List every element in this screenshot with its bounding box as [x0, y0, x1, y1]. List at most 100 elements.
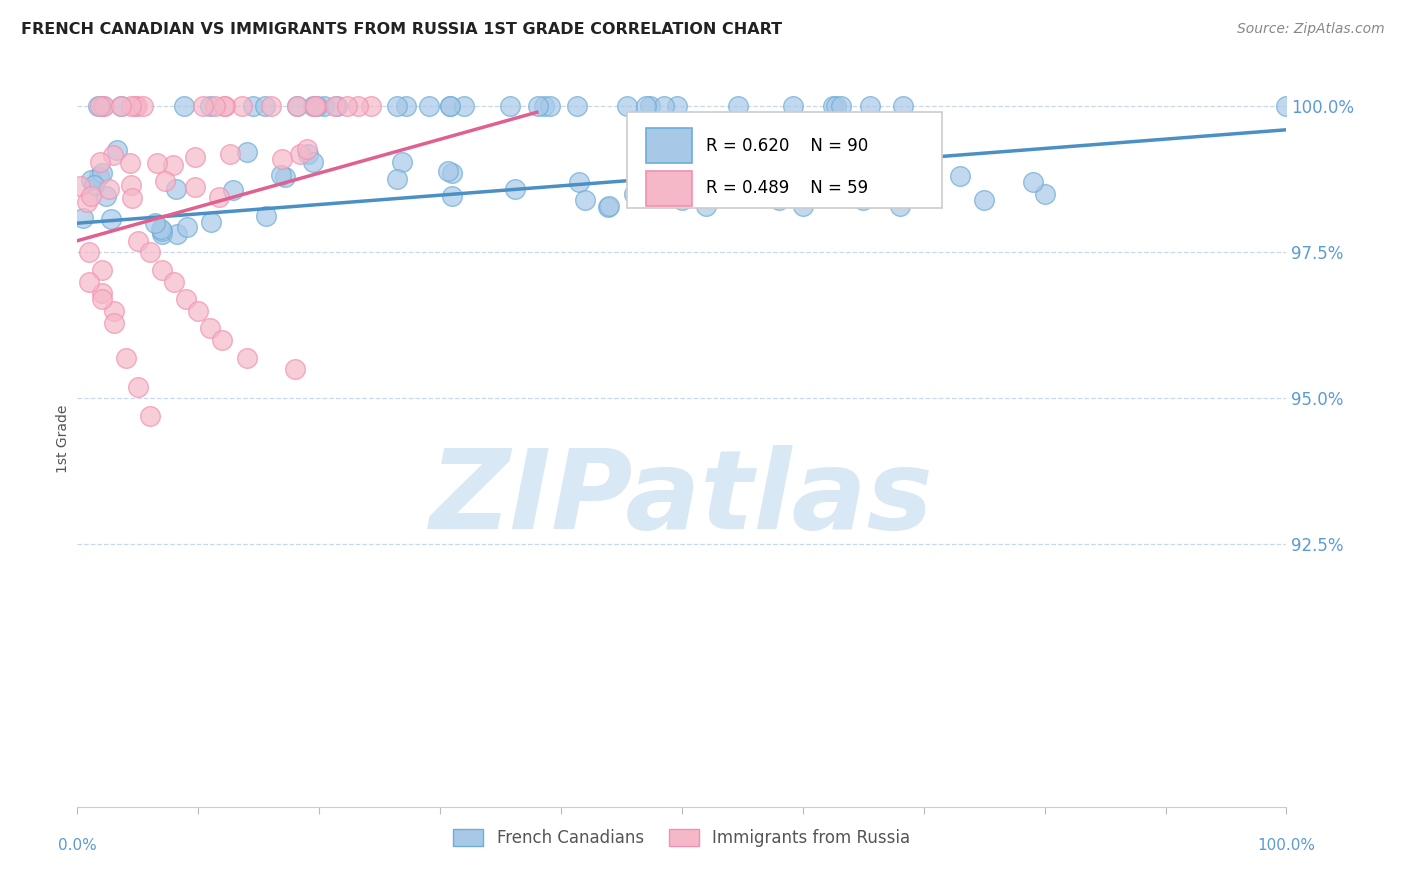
Point: [211, 333, 233, 347]
Point: [72, 211, 94, 225]
Point: [437, 164, 460, 178]
Point: [727, 99, 749, 113]
Point: [218, 147, 240, 161]
Point: [439, 99, 461, 113]
Point: [153, 174, 176, 188]
Point: [453, 99, 475, 113]
Point: [121, 190, 143, 204]
Point: [165, 182, 187, 196]
Point: [312, 99, 335, 113]
Text: Source: ZipAtlas.com: Source: ZipAtlas.com: [1237, 22, 1385, 37]
Point: [100, 212, 122, 227]
Point: [271, 152, 294, 166]
Point: [152, 227, 174, 242]
Point: [859, 99, 882, 113]
Point: [103, 316, 125, 330]
Point: [69, 178, 91, 193]
Point: [236, 145, 259, 159]
Point: [574, 193, 596, 207]
Point: [132, 99, 155, 113]
Point: [395, 99, 418, 113]
Point: [187, 303, 209, 318]
Point: [191, 99, 214, 113]
Point: [231, 99, 253, 113]
Point: [86, 99, 108, 113]
Point: [949, 169, 972, 184]
Point: [79, 275, 101, 289]
Point: [127, 380, 149, 394]
Y-axis label: 1st Grade: 1st Grade: [56, 405, 70, 474]
Point: [623, 187, 645, 202]
Point: [695, 199, 717, 213]
Point: [336, 99, 359, 113]
Point: [198, 99, 221, 113]
Point: [242, 99, 264, 113]
Point: [212, 99, 235, 113]
Point: [79, 189, 101, 203]
Point: [307, 99, 329, 113]
Point: [184, 180, 207, 194]
Text: FRENCH CANADIAN VS IMMIGRANTS FROM RUSSIA 1ST GRADE CORRELATION CHART: FRENCH CANADIAN VS IMMIGRANTS FROM RUSSI…: [21, 22, 782, 37]
Point: [125, 99, 148, 113]
Point: [825, 99, 848, 113]
Point: [302, 99, 325, 113]
Point: [110, 99, 132, 113]
Point: [235, 351, 257, 365]
Point: [200, 215, 222, 229]
Point: [440, 189, 463, 203]
Point: [174, 292, 197, 306]
Point: [76, 194, 98, 209]
Point: [184, 150, 207, 164]
Point: [527, 99, 550, 113]
Point: [214, 99, 236, 113]
Text: R = 0.489    N = 59: R = 0.489 N = 59: [706, 179, 869, 197]
Text: ZIPatlas: ZIPatlas: [430, 445, 934, 551]
Point: [387, 99, 409, 113]
Point: [163, 275, 186, 289]
Point: [260, 99, 283, 113]
Point: [146, 156, 169, 170]
Point: [301, 155, 323, 169]
Point: [418, 99, 440, 113]
Point: [768, 193, 790, 207]
Point: [325, 99, 347, 113]
Point: [150, 263, 173, 277]
Point: [1021, 175, 1043, 189]
Point: [254, 209, 277, 223]
Point: [270, 168, 292, 182]
Text: 0.0%: 0.0%: [58, 838, 97, 853]
Point: [150, 221, 173, 235]
Point: [89, 99, 111, 113]
Point: [150, 224, 173, 238]
Point: [143, 216, 166, 230]
Point: [79, 245, 101, 260]
Point: [93, 99, 115, 113]
Point: [254, 99, 277, 113]
Point: [204, 99, 226, 113]
Point: [90, 286, 112, 301]
Point: [139, 409, 162, 423]
Point: [499, 99, 522, 113]
Point: [110, 99, 132, 113]
Point: [440, 166, 463, 180]
Point: [598, 199, 620, 213]
Point: [176, 219, 198, 234]
Point: [114, 351, 136, 365]
Point: [973, 193, 995, 207]
Legend: French Canadians, Immigrants from Russia: French Canadians, Immigrants from Russia: [447, 822, 917, 855]
Point: [120, 99, 142, 113]
Point: [284, 362, 307, 376]
Point: [439, 99, 461, 113]
Point: [124, 99, 146, 113]
Point: [222, 183, 245, 197]
Point: [285, 99, 308, 113]
Point: [101, 148, 124, 162]
Point: [173, 99, 195, 113]
Point: [89, 155, 111, 169]
Point: [90, 166, 112, 180]
Point: [304, 99, 326, 113]
Point: [889, 199, 911, 213]
Point: [297, 147, 319, 161]
Point: [652, 99, 675, 113]
Text: R = 0.620    N = 90: R = 0.620 N = 90: [706, 136, 869, 154]
